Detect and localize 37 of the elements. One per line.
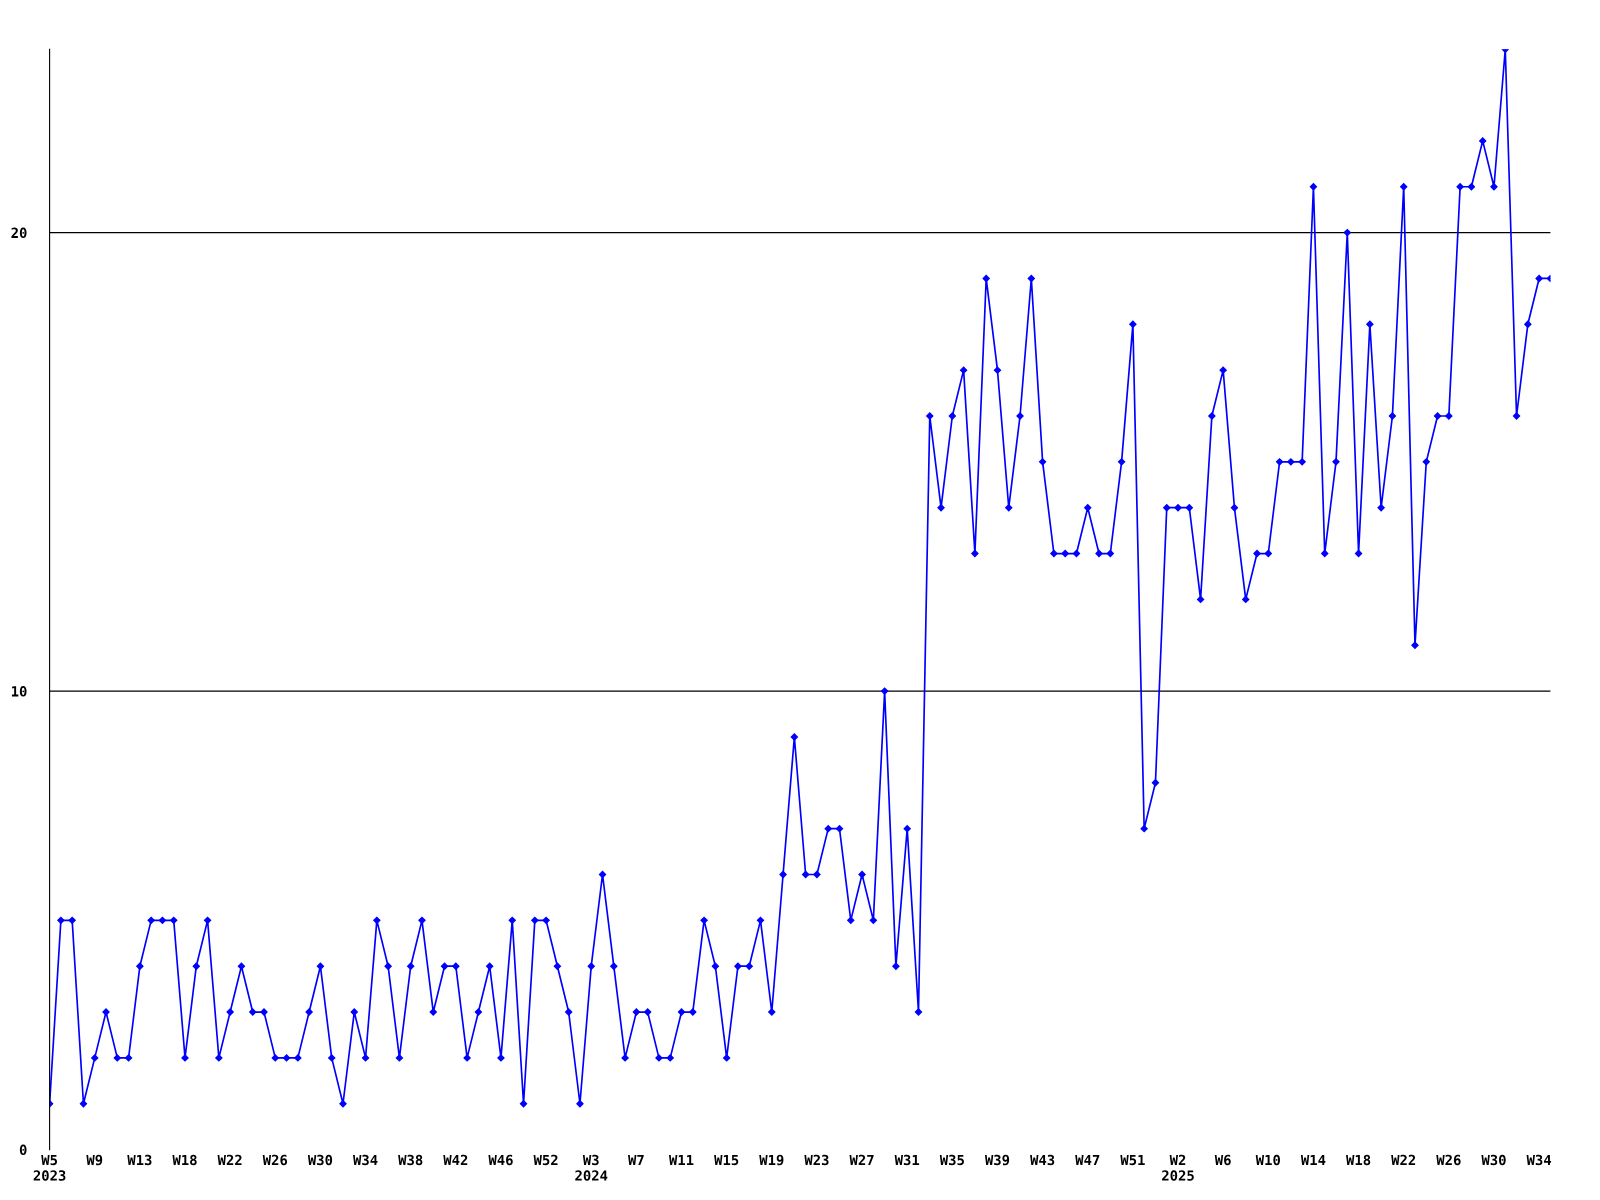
x-tick-label: W35 [939,1154,964,1166]
x-tick-label: W19 [759,1154,784,1166]
x-tick-label: W18 [172,1154,197,1166]
x-tick-label: W11 [668,1154,694,1166]
y-tick-label: 0 [19,1144,27,1156]
x-tick-label: W6 [1214,1154,1231,1166]
x-tick-label: W47 [1075,1154,1100,1166]
x-tick-label: W7 [628,1154,644,1166]
x-tick-label: W22 [217,1154,242,1166]
x-tick-label: W38 [398,1154,423,1166]
x-tick-label: W13 [127,1154,152,1166]
x-tick-label: W10 [1255,1154,1280,1166]
y-tick-label: 20 [11,227,27,239]
x-tick-label: W42 [443,1154,468,1166]
x-tick-label: W34 [1526,1154,1552,1166]
y-tick-label: 10 [11,686,27,697]
x-tick-label: W46 [488,1154,513,1166]
x-tick-label: W5 2023 [33,1154,66,1181]
x-tick-label: W23 [804,1154,829,1166]
x-tick-label: W22 [1391,1154,1416,1166]
x-tick-label: W52 [533,1154,558,1166]
x-tick-label: W30 [1481,1154,1506,1166]
x-tick-label: W31 [894,1154,920,1166]
x-tick-label: W14 [1300,1154,1326,1166]
x-tick-label: W39 [984,1154,1010,1166]
x-tick-label: W2 2025 [1162,1154,1194,1181]
x-tick-label: W26 [262,1154,288,1166]
x-tick-label: W43 [1030,1154,1055,1166]
x-tick-label: W15 [714,1154,739,1166]
x-tick-label: W51 [1120,1154,1145,1166]
x-tick-label: W34 [353,1154,378,1166]
x-tick-label: W30 [307,1154,333,1166]
x-tick-label: W27 [849,1154,874,1166]
x-tick-label: W9 [86,1154,103,1166]
x-tick-label: W18 [1346,1154,1371,1166]
x-tick-label: W3 2024 [575,1154,608,1181]
x-tick-label: W26 [1436,1154,1461,1166]
